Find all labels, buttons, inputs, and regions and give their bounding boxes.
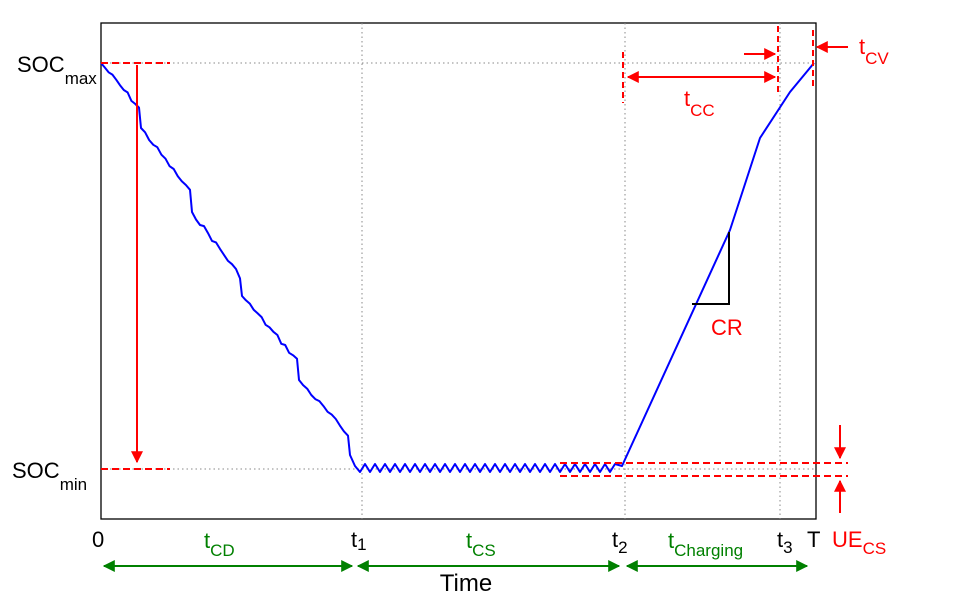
phase-label-cd: tCD (204, 528, 235, 560)
soc-min-label: SOCmin (12, 458, 87, 494)
ue-cs-label: UECS (832, 527, 886, 558)
charge-rate-triangle (692, 232, 730, 305)
tick-label-t1: t1 (351, 527, 367, 554)
tick-label-t3: t3 (777, 527, 793, 557)
phase-label-cs: tCS (466, 528, 496, 560)
tcc-label: tCC (684, 86, 715, 120)
soc-max-label: SOCmax (17, 52, 97, 88)
phase-label-charging: tCharging (668, 528, 743, 560)
plot-frame (100, 22, 817, 520)
tcv-label: tCV (859, 34, 889, 68)
tick-label-t2: t2 (612, 527, 628, 557)
soc-curve (100, 62, 815, 473)
tick-label-zero: 0 (92, 527, 104, 552)
charge-rate-label: CR (711, 315, 743, 340)
tick-label-T: T (807, 527, 820, 552)
x-axis-title: Time (440, 570, 492, 597)
